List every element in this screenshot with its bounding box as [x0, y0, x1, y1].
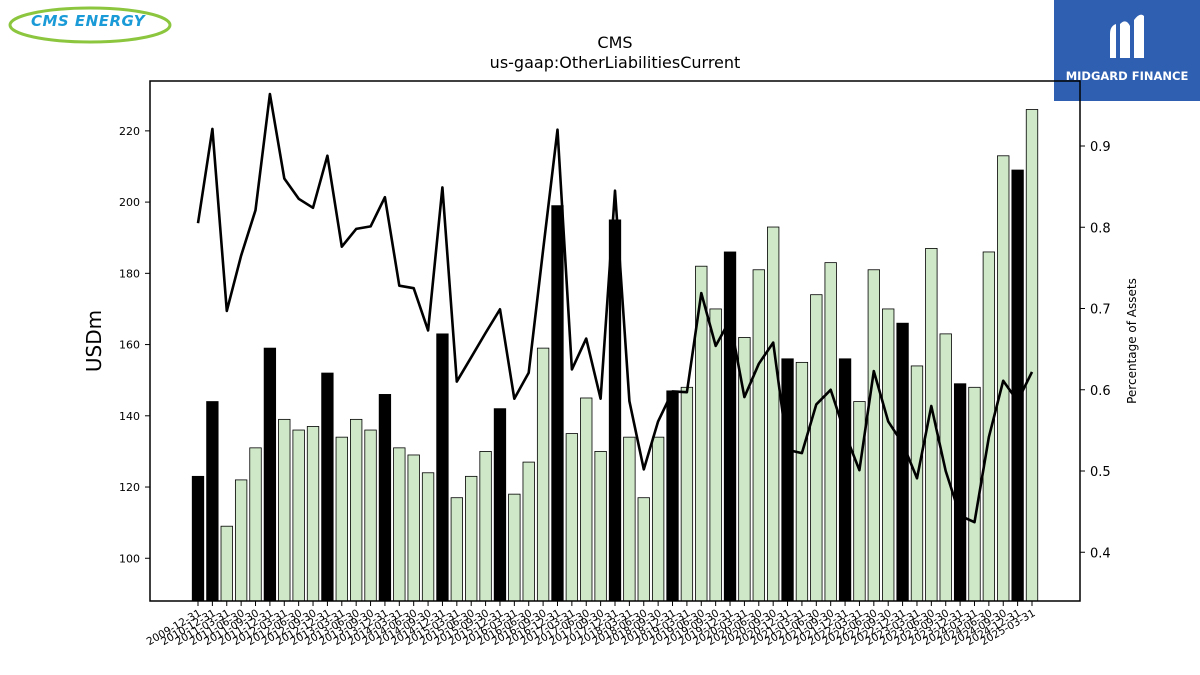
bar	[637, 497, 650, 602]
bar	[651, 436, 665, 602]
y-tick-label: 100	[119, 552, 140, 565]
bar	[421, 472, 435, 602]
bar	[896, 322, 909, 602]
bar	[249, 447, 262, 602]
logo-swoosh-icon	[8, 6, 172, 44]
bar	[867, 269, 880, 602]
bar	[450, 497, 463, 602]
bar	[393, 447, 406, 602]
bar	[824, 262, 837, 602]
bar	[838, 358, 852, 602]
y-tick-label: 120	[119, 481, 140, 494]
bar	[623, 436, 636, 602]
bar	[508, 493, 521, 602]
midgard-finance-logo: MIDGARD FINANCE	[1054, 0, 1200, 101]
bar	[1025, 109, 1039, 602]
bar	[580, 397, 593, 602]
bar	[493, 408, 507, 602]
bar	[709, 308, 722, 602]
y-tick-label: 180	[119, 267, 140, 280]
bar	[953, 383, 967, 602]
midgard-emblem-icon	[1110, 14, 1144, 59]
bar	[292, 429, 305, 602]
y2-axis-label: Percentage of Assets	[1125, 278, 1139, 404]
bar	[666, 390, 679, 602]
y-axis-label: USDm	[82, 310, 106, 372]
bar	[278, 418, 291, 602]
bar	[752, 269, 765, 602]
y-tick-label: 220	[119, 125, 140, 138]
bar	[882, 308, 895, 602]
bar	[536, 347, 550, 602]
y2-tick-label: 0.8	[1090, 221, 1111, 236]
cms-energy-logo-text: CMS ENERGY	[30, 12, 146, 30]
bar	[378, 394, 392, 602]
bar	[206, 401, 219, 602]
bar	[608, 219, 622, 602]
bar	[767, 226, 780, 602]
y-tick-label: 200	[119, 196, 140, 209]
bar	[551, 205, 564, 602]
midgard-finance-logo-text: MIDGARD FINANCE	[1065, 69, 1189, 83]
bar	[407, 454, 420, 602]
bar	[263, 347, 277, 602]
line-series	[196, 92, 1034, 524]
bar	[1011, 169, 1024, 602]
y2-tick-label: 0.7	[1090, 303, 1111, 318]
bar	[781, 358, 794, 602]
bar	[723, 251, 737, 602]
bar	[306, 426, 320, 602]
y2-tick-label: 0.4	[1090, 546, 1111, 561]
bar	[465, 475, 478, 602]
bar	[220, 525, 233, 602]
bar	[364, 429, 377, 602]
y-tick-label: 140	[119, 410, 140, 423]
y2-tick-label: 0.5	[1090, 465, 1111, 480]
cms-energy-logo: CMS ENERGY	[6, 4, 174, 44]
chart-subtitle: us-gaap:OtherLiabilitiesCurrent	[489, 53, 741, 72]
bar	[594, 451, 607, 602]
bar	[350, 418, 363, 602]
bar	[522, 461, 535, 602]
bar	[680, 386, 694, 602]
y2-tick-label: 0.6	[1090, 384, 1111, 399]
bar	[335, 436, 348, 602]
bar	[479, 451, 492, 602]
bar	[910, 365, 924, 602]
bar	[997, 155, 1010, 602]
y-tick-label: 160	[119, 339, 140, 352]
bar	[234, 479, 248, 602]
chart-title: CMS	[597, 33, 633, 52]
bar	[565, 433, 579, 602]
y2-tick-label: 0.9	[1090, 140, 1111, 155]
bar	[810, 294, 823, 602]
bar	[795, 361, 809, 602]
bar	[436, 333, 449, 602]
bar	[191, 475, 205, 602]
bar	[321, 372, 334, 602]
bar	[853, 401, 866, 602]
